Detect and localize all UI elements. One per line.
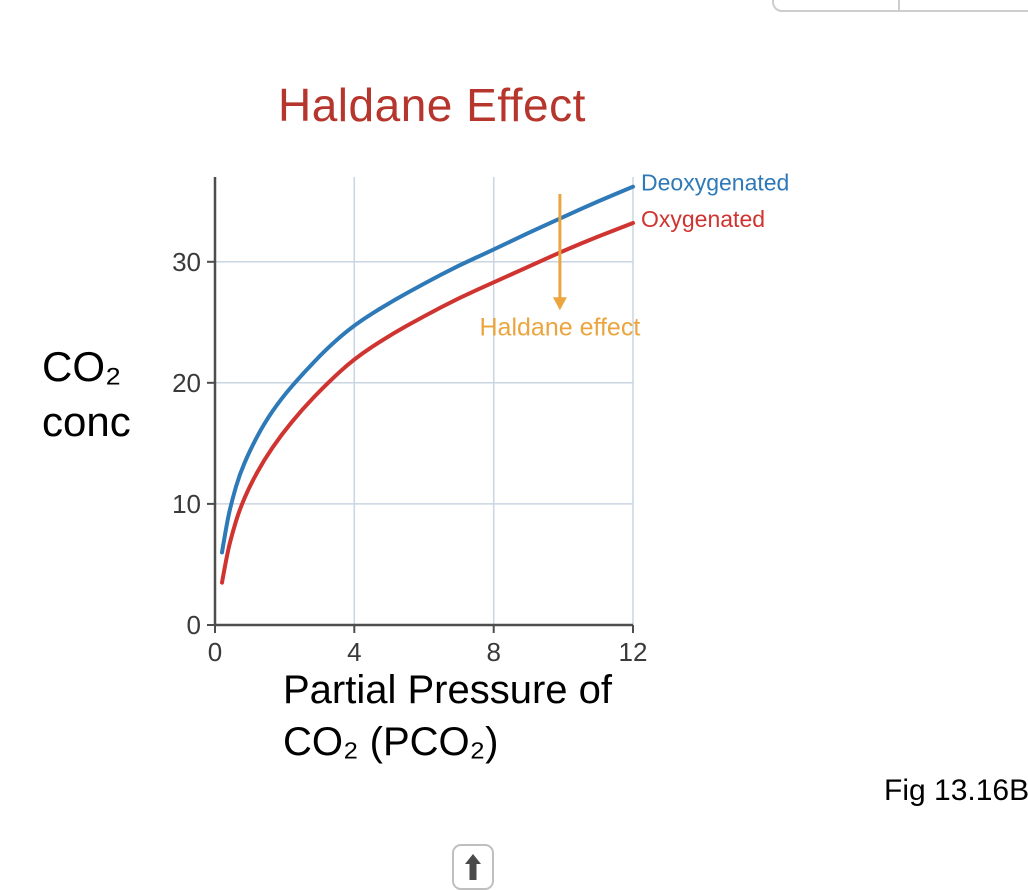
- up-arrow-icon: [465, 854, 481, 880]
- legend-label-deoxygenated: Deoxygenated: [641, 170, 789, 196]
- figure-caption: Fig 13.16B: [884, 774, 1028, 807]
- y-axis-label: CO₂ conc: [42, 343, 131, 445]
- haldane-effect-chart: 0 4 8 12 0 10 20 30 Deoxygenated Oxygenated Haldan…: [172, 170, 789, 665]
- y-tick-label: 10: [172, 489, 201, 519]
- x-tick-label: 4: [347, 637, 361, 665]
- legend-label-oxygenated: Oxygenated: [641, 206, 765, 232]
- toolbar-divider: [898, 0, 900, 10]
- y-tick-label: 30: [172, 247, 201, 277]
- series-line-deoxygenated: [220, 184, 635, 555]
- toolbar-fragment[interactable]: [772, 0, 1028, 12]
- y-tick-label: 0: [187, 610, 201, 640]
- annotation-arrow-head: [552, 297, 567, 311]
- scroll-up-button[interactable]: [452, 844, 494, 890]
- series-line-oxygenated: [220, 221, 635, 585]
- y-tick-label: 20: [172, 368, 201, 398]
- annotation-label: Haldane effect: [480, 314, 641, 342]
- x-tick-label: 12: [619, 637, 648, 665]
- x-axis-label: Partial Pressure of CO₂ (PCO₂): [283, 668, 613, 764]
- x-tick-label: 8: [486, 637, 500, 665]
- x-tick-label: 0: [208, 637, 222, 665]
- chart-title: Haldane Effect: [278, 79, 586, 131]
